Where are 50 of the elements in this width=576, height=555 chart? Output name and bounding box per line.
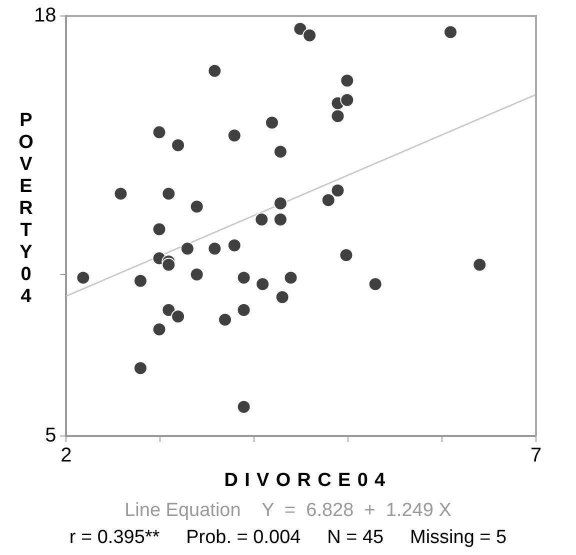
point xyxy=(114,186,128,201)
point xyxy=(236,303,251,317)
point xyxy=(340,93,354,107)
point xyxy=(76,270,90,285)
point xyxy=(472,258,487,272)
point xyxy=(330,109,345,124)
point xyxy=(180,242,194,256)
point xyxy=(208,242,222,256)
point xyxy=(133,274,148,288)
point xyxy=(208,64,222,78)
point xyxy=(339,248,354,262)
point xyxy=(152,322,166,336)
point xyxy=(273,196,288,210)
text: r = 0.395** Prob. = 0.004 N = 45 Missing = 5 xyxy=(68,527,508,549)
point xyxy=(273,212,288,227)
point xyxy=(321,193,336,208)
point xyxy=(171,138,186,152)
point xyxy=(162,186,176,201)
point xyxy=(273,144,288,159)
point xyxy=(171,309,186,324)
point xyxy=(293,22,308,36)
point xyxy=(218,312,232,327)
x-axis-title: DIVORCE04 xyxy=(223,470,393,492)
point xyxy=(330,183,345,198)
point xyxy=(236,400,251,414)
point xyxy=(162,258,176,272)
point xyxy=(302,28,317,42)
point xyxy=(227,238,242,252)
point xyxy=(256,277,270,292)
point xyxy=(284,270,298,285)
point xyxy=(444,25,458,40)
point xyxy=(162,303,176,317)
text: POVERTY04 xyxy=(18,110,34,307)
point xyxy=(265,116,279,130)
point xyxy=(152,125,166,140)
text: Line Equation Y = 6.828 + 1.249 X xyxy=(124,500,452,522)
y-tick-label: 5 xyxy=(45,424,56,447)
point xyxy=(275,290,290,304)
y-tick-label: 18 xyxy=(34,4,56,27)
point xyxy=(236,270,251,285)
point xyxy=(152,222,166,236)
point xyxy=(190,200,204,214)
point xyxy=(133,361,148,376)
point xyxy=(190,267,204,282)
x-tick-label: 7 xyxy=(530,444,542,467)
point xyxy=(368,277,382,292)
point xyxy=(340,74,354,88)
point xyxy=(227,128,242,143)
x-tick-label: 2 xyxy=(60,444,72,467)
point xyxy=(254,212,269,227)
